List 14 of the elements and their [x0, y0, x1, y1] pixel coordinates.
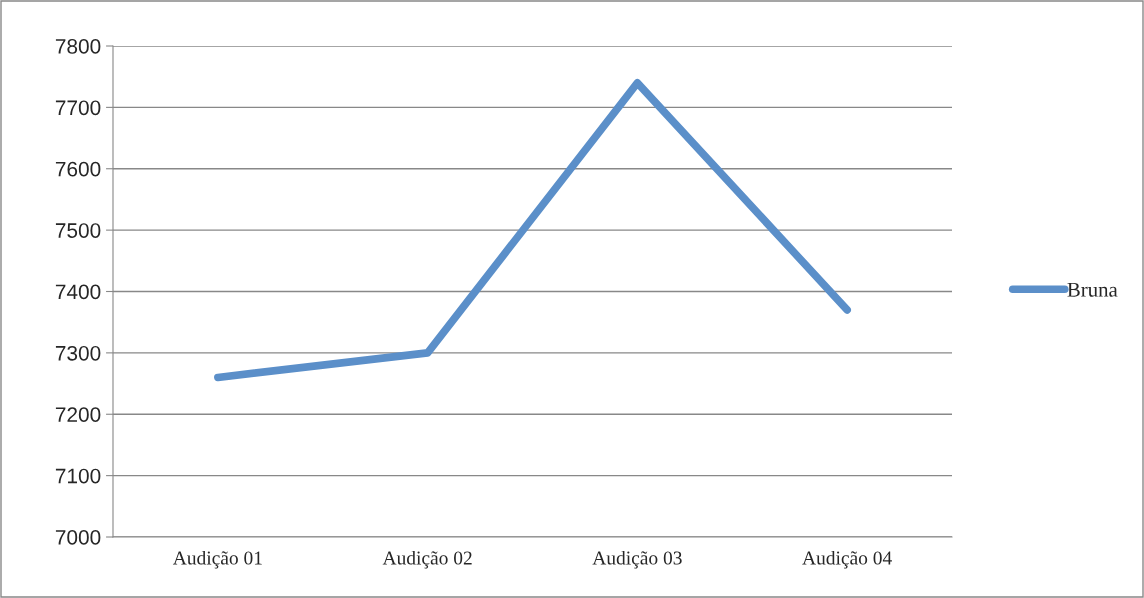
x-tick-label: Audição 03	[592, 550, 682, 569]
x-tick-label: Audição 04	[802, 550, 892, 569]
legend-label: Bruna	[1067, 282, 1118, 297]
x-tick-label: Audição 02	[382, 550, 472, 569]
y-tick-label: 7700	[55, 100, 101, 116]
y-tick-label: 7100	[55, 468, 101, 484]
y-tick-label: 7800	[55, 39, 101, 54]
y-tick-label: 7600	[55, 161, 101, 177]
y-tick-label: 7000	[55, 530, 101, 545]
y-tick-label: 7400	[55, 284, 101, 300]
y-tick-label: 7200	[55, 407, 101, 422]
y-tick-label: 7500	[55, 223, 101, 238]
y-tick-label: 7300	[55, 345, 101, 361]
x-tick-label: Audição 01	[172, 550, 262, 569]
